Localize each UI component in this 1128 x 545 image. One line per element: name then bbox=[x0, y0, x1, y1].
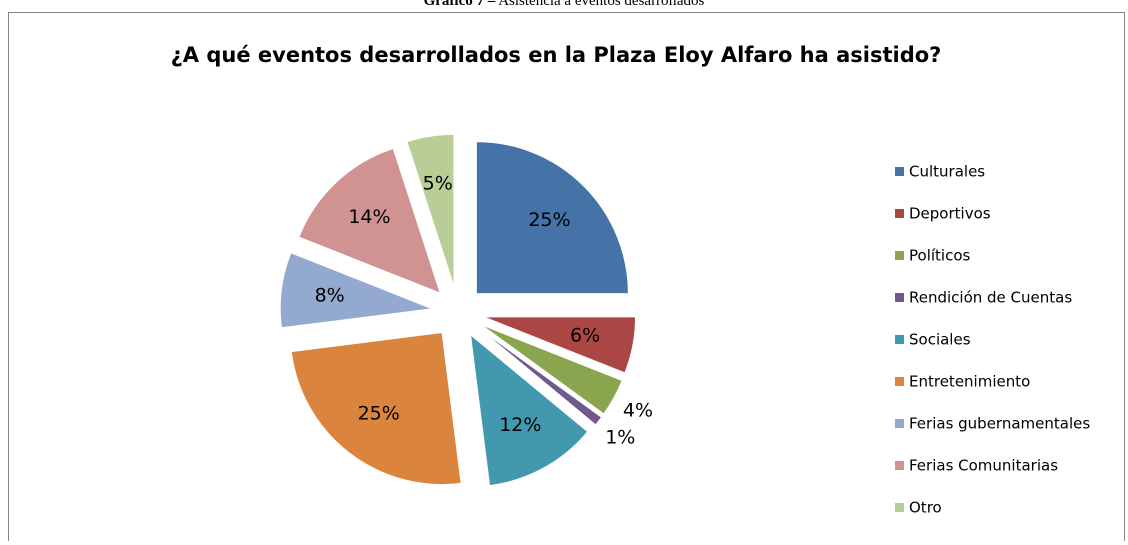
data-label: 25% bbox=[528, 209, 570, 231]
caption-text: Asistencia a eventos desarrollados bbox=[498, 0, 704, 9]
legend-label: Sociales bbox=[909, 331, 971, 349]
legend-label: Políticos bbox=[909, 247, 970, 265]
pie-slice bbox=[478, 327, 603, 426]
legend-swatch bbox=[895, 377, 904, 386]
data-label: 5% bbox=[423, 173, 453, 195]
data-label: 1% bbox=[605, 426, 635, 448]
legend-swatch bbox=[895, 293, 904, 302]
legend-label: Rendición de Cuentas bbox=[909, 289, 1072, 307]
pie-slice bbox=[483, 316, 637, 374]
legend-swatch bbox=[895, 209, 904, 218]
chart-title: ¿A qué eventos desarrollados en la Plaza… bbox=[171, 43, 942, 67]
legend-swatch bbox=[895, 461, 904, 470]
caption-label: Gráfico 7 – bbox=[424, 0, 496, 9]
legend-swatch bbox=[895, 167, 904, 176]
data-label: 14% bbox=[348, 206, 390, 228]
legend-label: Ferias gubernamentales bbox=[909, 415, 1090, 433]
legend-label: Entretenimiento bbox=[909, 373, 1030, 391]
legend-label: Otro bbox=[909, 499, 942, 517]
data-label: 6% bbox=[570, 325, 600, 347]
pie-slice bbox=[406, 133, 455, 287]
legend-swatch bbox=[895, 335, 904, 344]
pie-slice bbox=[469, 333, 589, 487]
pie-slice bbox=[475, 141, 629, 295]
data-label: 12% bbox=[499, 414, 541, 436]
pie-slice bbox=[279, 252, 433, 329]
pie-slice bbox=[290, 331, 462, 486]
legend-swatch bbox=[895, 251, 904, 260]
data-label: 4% bbox=[623, 399, 653, 421]
pie-slice bbox=[480, 324, 623, 415]
legend-label: Ferias Comunitarias bbox=[909, 457, 1058, 475]
pie-slice bbox=[298, 147, 442, 294]
caption: Gráfico 7 – Asistencia a eventos desarro… bbox=[424, 0, 705, 9]
data-label: 8% bbox=[315, 284, 345, 306]
legend-swatch bbox=[895, 503, 904, 512]
legend-label: Culturales bbox=[909, 163, 985, 181]
legend-label: Deportivos bbox=[909, 205, 991, 223]
legend-swatch bbox=[895, 419, 904, 428]
data-label: 25% bbox=[358, 403, 400, 425]
